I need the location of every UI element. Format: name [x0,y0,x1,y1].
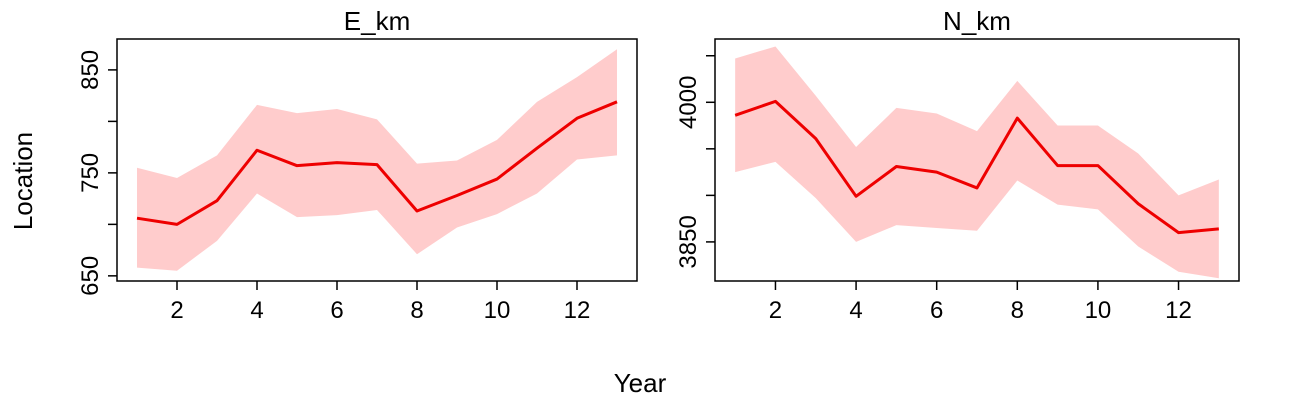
x-tick-label: 2 [769,297,782,324]
y-tick-label: 3850 [675,215,702,268]
series-line [136,100,618,226]
series-line [734,99,1219,235]
y-axis-title: Location [8,132,38,230]
data-point [576,117,579,120]
panel-e-km: E_km 2 4 6 8 10 12 650 750 850 [77,6,638,324]
panel-title: N_km [943,6,1011,36]
plot-frame [116,38,638,282]
panel-n-km: N_km 2 4 6 8 10 12 3850 4000 [675,6,1240,324]
data-point [855,195,858,198]
y-tick-label: 850 [77,50,104,90]
data-point [496,178,499,181]
data-point [416,209,419,212]
data-point [136,217,139,220]
data-point [1056,164,1059,167]
x-tick-label: 2 [170,297,183,324]
data-point [774,100,777,103]
data-point [296,164,299,167]
x-tick-label: 6 [930,297,943,324]
data-point [1096,164,1099,167]
confidence-band [735,46,1219,279]
x-tick-label: 4 [250,297,263,324]
confidence-band [137,49,617,271]
data-point [216,199,219,202]
data-point [1137,202,1140,205]
plot-frame [714,38,1240,282]
x-tick-label: 10 [484,297,511,324]
panel-title: E_km [344,6,410,36]
data-point [935,171,938,174]
data-point [456,194,459,197]
x-tick-label: 8 [1011,297,1024,324]
y-tick-label: 750 [77,153,104,193]
data-point [256,149,259,152]
y-tick-label: 650 [77,256,104,296]
data-point [376,163,379,166]
x-axis-title: Year [614,368,667,398]
data-point [336,161,339,164]
data-point [1177,231,1180,234]
x-tick-label: 4 [849,297,862,324]
y-tick-label: 4000 [675,76,702,129]
data-point [895,165,898,168]
x-tick-label: 6 [330,297,343,324]
data-point [176,223,179,226]
x-tick-label: 10 [1085,297,1112,324]
data-point [536,147,539,150]
x-tick-label: 12 [564,297,591,324]
x-tick-label: 12 [1165,297,1192,324]
data-point [1217,227,1220,230]
x-tick-label: 8 [410,297,423,324]
data-point [734,114,737,117]
data-point [616,100,619,103]
data-point [1016,117,1019,120]
data-point [976,186,979,189]
data-point [814,137,817,140]
